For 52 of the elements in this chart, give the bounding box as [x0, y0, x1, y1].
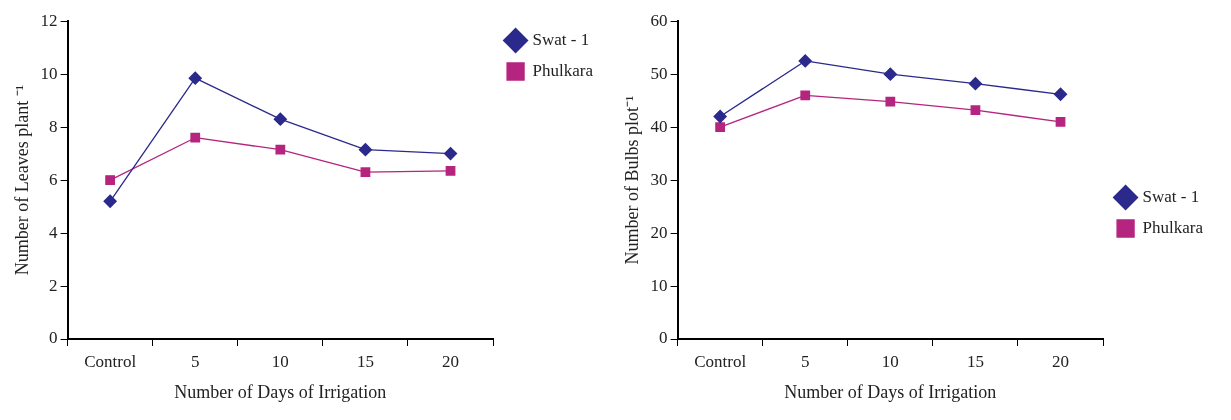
point: [1053, 87, 1068, 101]
y-tick-label: 6: [49, 169, 58, 189]
x-axis-title: Number of Days of Irrigation: [174, 381, 387, 402]
point: [885, 96, 896, 107]
point: [103, 194, 117, 208]
x-tick-label: 10: [881, 351, 899, 371]
legend-label: Swat - 1: [532, 29, 590, 49]
y-tick-label: 10: [650, 275, 668, 295]
point: [798, 54, 812, 68]
y-tick-label: 50: [650, 63, 668, 83]
y-tick-label: 4: [49, 222, 59, 242]
y-tick-label: 12: [40, 10, 58, 30]
x-tick-label: 5: [800, 351, 810, 371]
point: [1055, 116, 1066, 127]
y-tick-label: 40: [650, 116, 668, 136]
y-tick-label: 2: [49, 275, 58, 295]
y-axis-title: Number of Leaves plant ⁻¹: [11, 84, 32, 276]
y-tick-label: 8: [49, 116, 58, 136]
point: [358, 142, 373, 157]
point: [715, 122, 726, 133]
point: [800, 90, 811, 101]
y-tick-label: 0: [659, 328, 668, 348]
point: [970, 105, 981, 116]
y-tick-label: 0: [49, 328, 58, 348]
y-tick-label: 20: [650, 222, 668, 242]
point: [105, 175, 116, 185]
point: [883, 67, 897, 81]
y-tick-label: 60: [650, 10, 668, 30]
point: [360, 167, 371, 178]
point: [968, 77, 983, 91]
point: [445, 165, 456, 176]
x-tick-label: 20: [1052, 351, 1070, 371]
x-tick-label: Control: [84, 351, 137, 371]
legend-label: Phulkara: [532, 60, 594, 80]
y-tick-label: 10: [40, 63, 58, 83]
x-tick-label: 10: [271, 351, 289, 371]
legend-label: Swat - 1: [1142, 186, 1200, 206]
point: [190, 132, 201, 143]
y-axis-title: Number of Bulbs plot⁻¹: [621, 95, 642, 265]
point: [273, 112, 287, 126]
x-tick-label: 15: [356, 351, 374, 371]
point: [443, 146, 458, 161]
point: [275, 144, 286, 155]
x-tick-label: 20: [442, 351, 460, 371]
x-axis-title: Number of Days of Irrigation: [784, 381, 997, 402]
x-tick-label: Control: [694, 351, 747, 371]
x-tick-label: 5: [190, 351, 200, 371]
point: [713, 109, 727, 124]
x-tick-label: 15: [966, 351, 984, 371]
point: [188, 71, 202, 85]
y-tick-label: 30: [650, 169, 668, 189]
legend-label: Phulkara: [1142, 217, 1204, 237]
